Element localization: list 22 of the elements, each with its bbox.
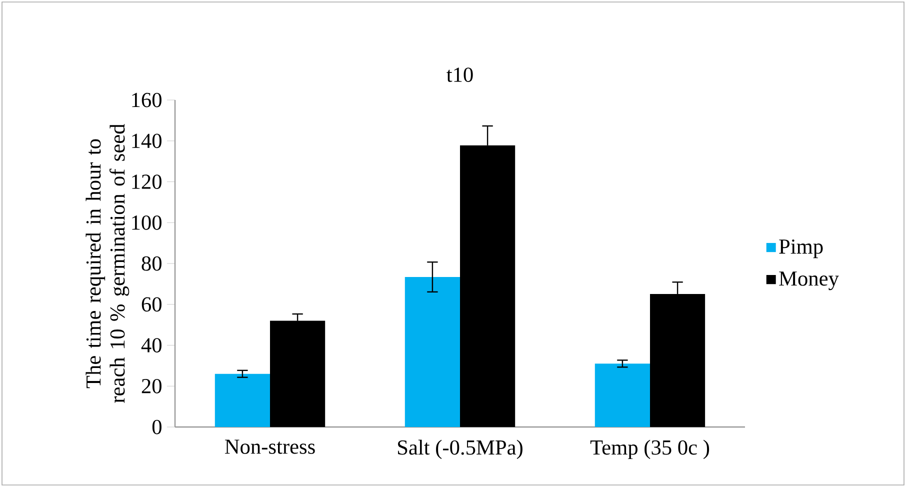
y-tick-label: 80	[142, 256, 162, 271]
y-tick-label: 20	[142, 378, 162, 394]
y-tick-label: 100	[132, 215, 162, 230]
bar	[594, 364, 650, 427]
bar	[650, 294, 706, 427]
y-axis-title: The time required in hour to reach 10 % germination of seed	[86, 124, 130, 403]
x-tick-label: Temp (35 0c )	[590, 440, 710, 460]
bar	[214, 374, 270, 427]
y-tick-label: 0	[152, 420, 162, 434]
y-tick-label: 40	[141, 338, 162, 352]
x-tick-label: Non-stress	[224, 440, 315, 454]
chart-title: t10	[446, 68, 473, 82]
bar	[460, 145, 516, 427]
y-tick-label: 140	[132, 134, 162, 148]
legend-label: Money	[779, 272, 839, 290]
y-tick-label: 160	[132, 92, 162, 108]
bar	[270, 320, 326, 427]
legend-label: Pimp	[779, 239, 823, 258]
bar	[404, 276, 460, 427]
y-tick-label: 60	[142, 297, 162, 312]
x-tick-label: Salt (-0.5MPa)	[398, 440, 522, 460]
y-tick-label: 120	[132, 174, 162, 189]
